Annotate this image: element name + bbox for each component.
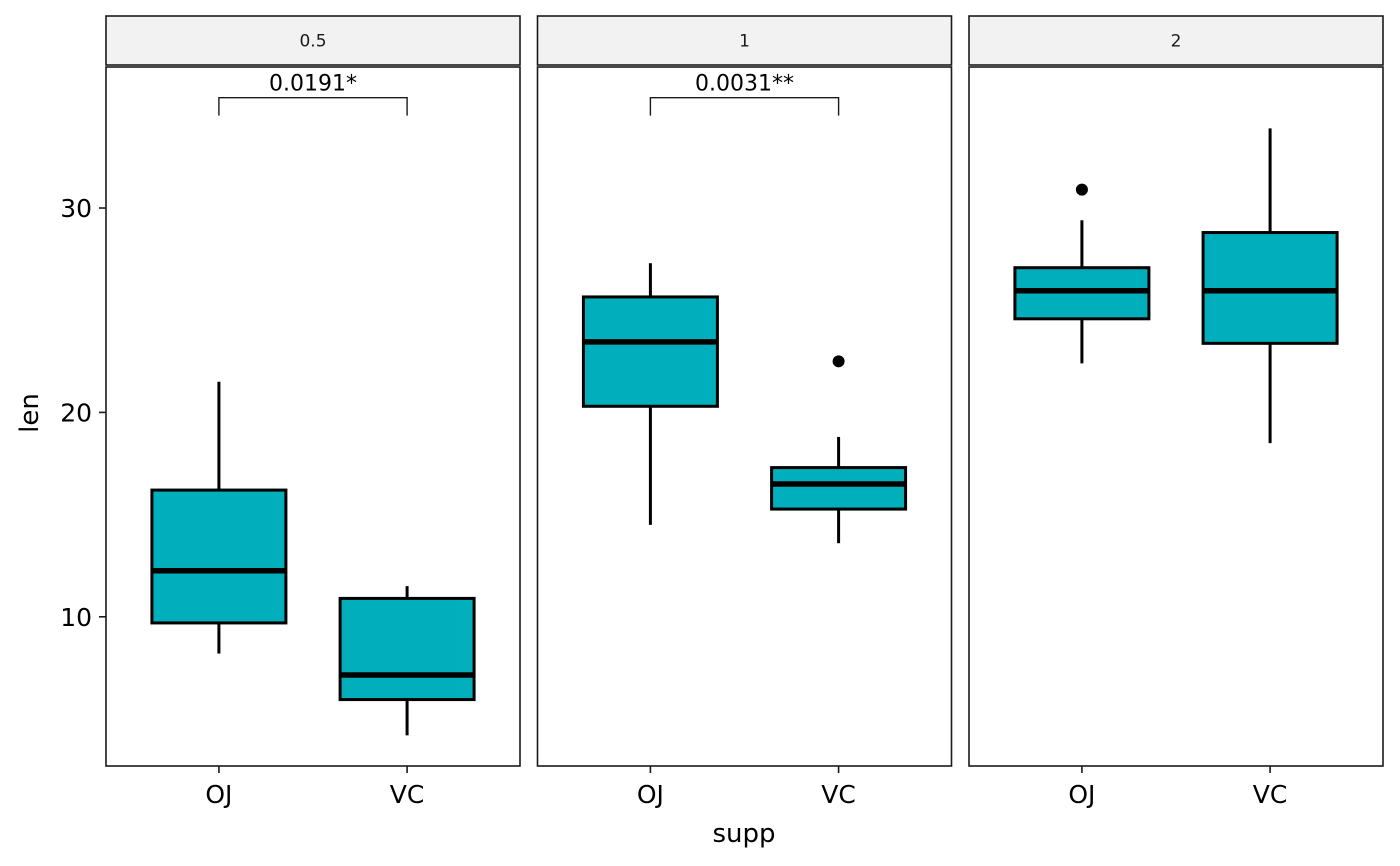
box-VC [770, 355, 908, 544]
box-iqr [338, 596, 476, 702]
facet-panel-1: 1 OJ VC 0.0031** [536, 15, 953, 809]
box-OJ [581, 263, 719, 525]
x-tick-label: VC [821, 780, 856, 809]
y-axis-title: len [15, 393, 45, 433]
box-iqr [1201, 231, 1339, 345]
y-tick-label: 20 [60, 398, 92, 427]
x-axis-title: supp [712, 819, 775, 849]
x-tick-label: OJ [637, 780, 664, 809]
box-iqr [770, 466, 908, 511]
significance-bracket [649, 96, 840, 116]
panel-border [536, 66, 953, 767]
facet-panel-2: 2 OJ VC [968, 15, 1384, 809]
box-iqr [150, 488, 288, 625]
strip-background [536, 15, 953, 66]
strip-label: 1 [739, 32, 750, 52]
y-tick-label: 10 [60, 603, 92, 632]
y-tick-label: 30 [60, 194, 92, 223]
panel-border [968, 66, 1384, 767]
x-tick-label: OJ [1068, 780, 1095, 809]
strip-background [968, 15, 1384, 66]
outlier-point [1075, 183, 1088, 196]
x-tick-label: OJ [205, 780, 232, 809]
facet-panel-0.5: 0.5 OJ VC 10 20 30 0.0191* [60, 15, 521, 809]
significance-bracket [218, 96, 408, 116]
p-value-label: 0.0031** [695, 72, 794, 97]
x-tick-label: VC [390, 780, 425, 809]
box-VC [1201, 128, 1339, 444]
strip-background [105, 15, 521, 66]
strip-label: 2 [1171, 32, 1182, 52]
box-OJ [1013, 183, 1151, 364]
box-iqr [581, 295, 719, 408]
outlier-point [832, 355, 845, 368]
box-OJ [150, 381, 288, 654]
box-VC [338, 586, 476, 736]
p-value-label: 0.0191* [269, 72, 357, 97]
strip-label: 0.5 [299, 32, 326, 52]
x-tick-label: VC [1253, 780, 1288, 809]
facet-panels: 0.5 OJ VC 10 20 30 0.0191* 1 OJ VC 0.0031** 2 OJ VC [60, 15, 1384, 809]
